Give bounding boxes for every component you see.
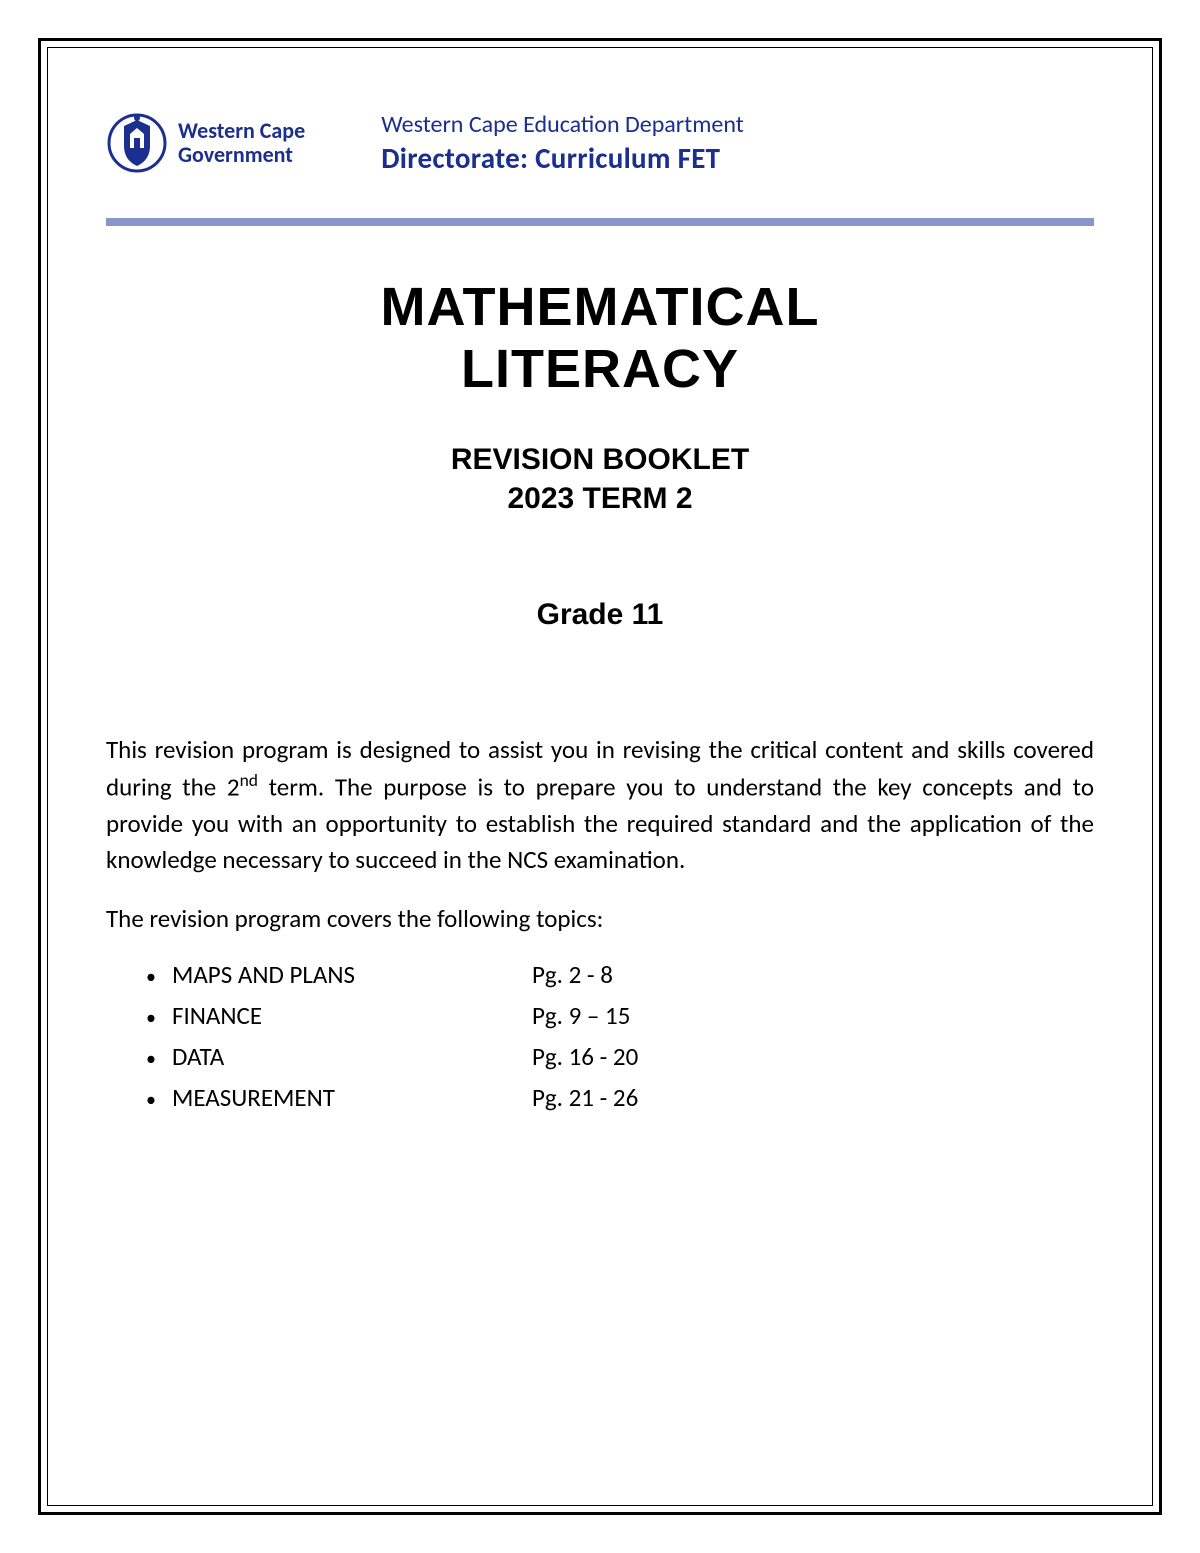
- bullet-icon: •: [146, 1084, 156, 1117]
- grade-heading: Grade 11: [106, 598, 1094, 632]
- topic-pages: Pg. 2 - 8: [532, 954, 613, 995]
- topic-item: • MEASUREMENT Pg. 21 - 26: [146, 1077, 1094, 1118]
- page-inner-border: Western Cape Government Western Cape Edu…: [47, 47, 1153, 1506]
- topic-pages: Pg. 16 - 20: [532, 1036, 638, 1077]
- department-block: Western Cape Education Department Direct…: [381, 109, 744, 178]
- topic-pages: Pg. 21 - 26: [532, 1077, 638, 1118]
- topic-item: • DATA Pg. 16 - 20: [146, 1036, 1094, 1077]
- title-line-2: LITERACY: [461, 339, 739, 399]
- crest-icon: [106, 108, 168, 178]
- topic-pages: Pg. 9 – 15: [532, 995, 630, 1036]
- topic-name: MEASUREMENT: [172, 1077, 532, 1118]
- bullet-icon: •: [146, 1002, 156, 1035]
- logo-text: Western Cape Government: [178, 119, 305, 167]
- topic-name: DATA: [172, 1036, 532, 1077]
- subtitle-line-2: 2023 TERM 2: [507, 482, 692, 515]
- topics-list: • MAPS AND PLANS Pg. 2 - 8 • FINANCE Pg.…: [106, 954, 1094, 1119]
- header-row: Western Cape Government Western Cape Edu…: [106, 108, 1094, 178]
- department-line-1: Western Cape Education Department: [381, 109, 744, 140]
- logo-line-1: Western Cape: [178, 119, 305, 143]
- intro-paragraph: This revision program is designed to ass…: [106, 732, 1094, 878]
- bullet-icon: •: [146, 961, 156, 994]
- logo-block: Western Cape Government: [106, 108, 305, 178]
- page-outer-border: Western Cape Government Western Cape Edu…: [38, 38, 1162, 1515]
- topic-item: • MAPS AND PLANS Pg. 2 - 8: [146, 954, 1094, 995]
- subtitle: REVISION BOOKLET 2023 TERM 2: [106, 440, 1094, 518]
- title-line-1: MATHEMATICAL: [381, 277, 820, 337]
- topic-item: • FINANCE Pg. 9 – 15: [146, 995, 1094, 1036]
- department-line-2: Directorate: Curriculum FET: [381, 140, 744, 178]
- topic-name: MAPS AND PLANS: [172, 954, 532, 995]
- divider-bar: [106, 218, 1094, 226]
- main-title: MATHEMATICAL LITERACY: [106, 276, 1094, 400]
- subtitle-line-1: REVISION BOOKLET: [451, 443, 749, 476]
- logo-line-2: Government: [178, 143, 305, 167]
- topics-intro: The revision program covers the followin…: [106, 903, 1094, 934]
- topic-name: FINANCE: [172, 995, 532, 1036]
- bullet-icon: •: [146, 1043, 156, 1076]
